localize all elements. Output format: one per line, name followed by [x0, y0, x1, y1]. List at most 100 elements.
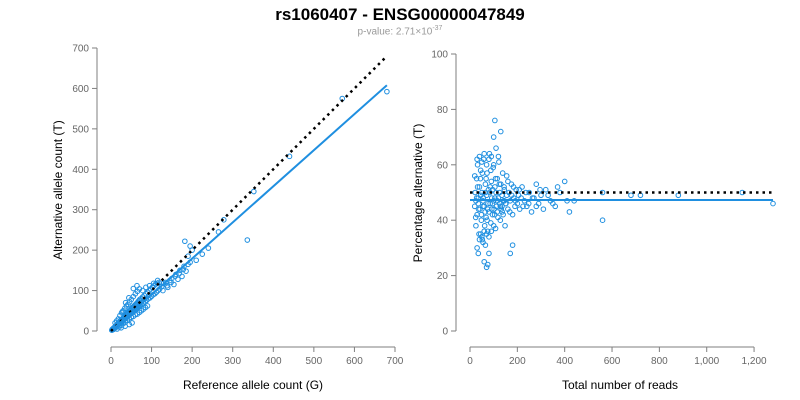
right-data-point: [480, 203, 486, 210]
left-reference-line: [110, 55, 388, 332]
right-data-point: [483, 264, 490, 271]
right-y-tick-label: 80: [437, 105, 449, 116]
right-data-point: [497, 203, 504, 210]
left-data-point: [130, 285, 137, 292]
right-data-point: [474, 245, 480, 251]
left-data-point: [189, 247, 195, 253]
right-data-point: [533, 203, 540, 210]
left-panel: Reference allele count (G) Alternative a…: [51, 44, 404, 393]
right-data-point: [501, 184, 507, 190]
right-y-tick-label: 60: [437, 160, 449, 171]
right-data-point: [475, 250, 482, 257]
right-data-point: [479, 236, 486, 243]
right-data-point: [550, 200, 556, 207]
right-ylabel: Percentage alternative (T): [411, 124, 425, 263]
right-data-point: [474, 184, 481, 190]
left-data-point: [384, 88, 390, 95]
left-y-tick-label: 300: [72, 205, 89, 216]
right-data-point: [507, 250, 514, 257]
right-data-point: [495, 153, 502, 160]
right-data-point: [497, 128, 504, 135]
right-data-point: [566, 209, 573, 215]
right-data-point: [483, 175, 489, 182]
left-data-point: [168, 279, 174, 286]
right-data-point: [490, 162, 497, 168]
right-data-point: [481, 222, 488, 229]
right-data-point: [516, 186, 523, 193]
left-data-point: [126, 321, 133, 328]
right-data-point: [477, 231, 484, 237]
right-data-point: [506, 209, 513, 215]
right-data-point: [497, 217, 504, 223]
right-data-point: [519, 184, 525, 190]
left-x-tick-label: 0: [108, 356, 114, 367]
right-data-point: [486, 209, 492, 215]
right-data-point: [498, 206, 505, 212]
right-data-point: [484, 261, 491, 268]
left-x-tick-label: 700: [387, 356, 404, 367]
right-data-point: [488, 228, 495, 235]
right-x-tick-label: 800: [651, 356, 668, 367]
right-data-point: [499, 209, 505, 215]
right-data-point: [488, 220, 494, 226]
right-x-tick-label: 1,000: [694, 356, 719, 367]
left-x-tick-label: 200: [184, 356, 201, 367]
right-data-point: [482, 181, 489, 187]
right-y-tick-label: 100: [431, 50, 448, 61]
right-data-point: [503, 173, 510, 179]
right-data-point: [472, 214, 479, 221]
right-data-point: [476, 184, 483, 190]
right-data-point: [471, 173, 478, 179]
right-x-tick-label: 1,200: [742, 356, 767, 367]
right-data-point: [492, 117, 498, 124]
right-data-point: [477, 175, 484, 182]
right-xlabel: Total number of reads: [562, 378, 678, 392]
right-data-point: [487, 200, 493, 207]
right-data-point: [496, 159, 502, 165]
right-data-point: [481, 258, 488, 265]
right-data-point: [502, 222, 508, 229]
right-x-tick-label: 200: [509, 356, 526, 367]
right-data-point: [554, 184, 561, 190]
right-panel: Total number of reads Percentage alterna…: [411, 50, 776, 392]
left-y-tick-label: 700: [72, 44, 89, 55]
left-data-point: [164, 282, 170, 289]
right-data-point: [493, 203, 500, 210]
right-data-point: [479, 159, 485, 165]
right-data-point: [479, 234, 485, 240]
right-data-point: [471, 203, 478, 210]
right-data-point: [488, 206, 495, 212]
left-data-point: [134, 282, 140, 289]
right-data-point: [494, 175, 501, 182]
left-x-tick-label: 100: [143, 356, 160, 367]
right-data-point: [474, 162, 481, 168]
right-data-point: [488, 178, 495, 185]
right-data-point: [508, 192, 515, 199]
left-data-point: [182, 238, 188, 245]
right-data-point: [628, 192, 634, 199]
right-data-point: [478, 211, 485, 218]
right-data-point: [482, 209, 488, 215]
right-data-point: [489, 186, 496, 193]
right-data-point: [499, 170, 506, 176]
right-data-point: [500, 211, 506, 218]
right-data-point: [486, 234, 492, 240]
right-data-point: [561, 178, 568, 185]
left-xlabel: Reference allele count (G): [183, 378, 323, 392]
right-y-tick-label: 20: [437, 271, 449, 282]
right-data-point: [540, 206, 547, 212]
left-data-point: [122, 299, 129, 306]
right-data-point: [486, 250, 492, 257]
right-data-point: [503, 200, 509, 207]
left-data-point: [139, 287, 146, 294]
right-x-tick-label: 0: [467, 356, 473, 367]
left-data-point: [126, 295, 132, 301]
right-data-point: [477, 167, 484, 174]
left-data-point: [144, 303, 151, 309]
right-data-point: [494, 209, 501, 215]
right-data-point: [520, 203, 526, 210]
left-data-point: [117, 312, 123, 319]
left-data-point: [119, 308, 126, 315]
left-fit-line: [112, 84, 388, 330]
